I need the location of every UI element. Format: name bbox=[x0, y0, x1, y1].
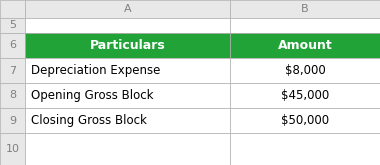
Bar bbox=[230, 0, 380, 18]
Text: 5: 5 bbox=[9, 20, 16, 31]
Text: Closing Gross Block: Closing Gross Block bbox=[31, 114, 147, 127]
Text: Particulars: Particulars bbox=[90, 39, 165, 52]
Text: Amount: Amount bbox=[278, 39, 332, 52]
Text: $8,000: $8,000 bbox=[285, 64, 325, 77]
Bar bbox=[0, 133, 25, 165]
Bar bbox=[0, 18, 25, 33]
Bar bbox=[0, 108, 25, 133]
Bar bbox=[0, 83, 25, 108]
Text: B: B bbox=[301, 4, 309, 14]
Bar bbox=[25, 108, 230, 133]
Bar bbox=[230, 133, 380, 165]
Bar bbox=[230, 58, 380, 83]
Text: A: A bbox=[124, 4, 131, 14]
Text: Opening Gross Block: Opening Gross Block bbox=[31, 89, 154, 102]
Bar bbox=[25, 83, 230, 108]
Text: 10: 10 bbox=[5, 144, 19, 154]
Bar bbox=[230, 33, 380, 58]
Text: 9: 9 bbox=[9, 115, 16, 126]
Text: Depreciation Expense: Depreciation Expense bbox=[31, 64, 160, 77]
Bar bbox=[230, 83, 380, 108]
Bar bbox=[230, 18, 380, 33]
Bar bbox=[25, 58, 230, 83]
Bar bbox=[25, 18, 230, 33]
Bar bbox=[0, 0, 25, 18]
Text: 6: 6 bbox=[9, 40, 16, 50]
Bar bbox=[0, 58, 25, 83]
Bar bbox=[230, 108, 380, 133]
Bar bbox=[25, 133, 230, 165]
Text: $50,000: $50,000 bbox=[281, 114, 329, 127]
Text: 8: 8 bbox=[9, 90, 16, 100]
Bar bbox=[25, 33, 230, 58]
Text: 7: 7 bbox=[9, 66, 16, 76]
Text: $45,000: $45,000 bbox=[281, 89, 329, 102]
Bar bbox=[25, 0, 230, 18]
Bar bbox=[0, 33, 25, 58]
